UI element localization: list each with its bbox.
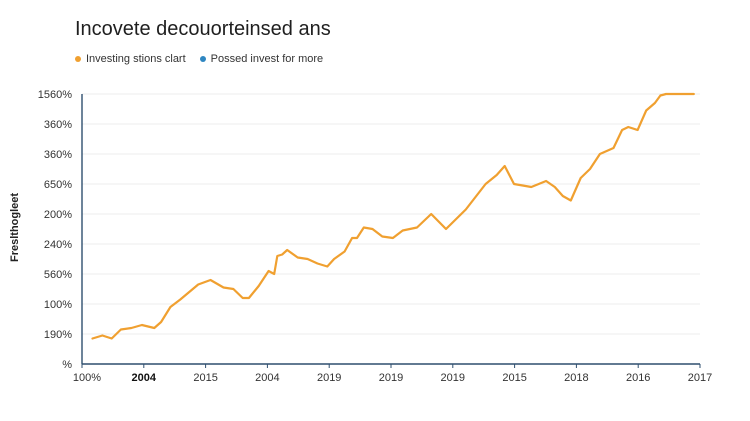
y-tick-label: 1560% <box>38 89 72 101</box>
grid-lines <box>82 93 700 335</box>
series-line-investing <box>91 92 695 340</box>
x-tick-label: 2004 <box>255 372 279 384</box>
y-tick-label: 360% <box>44 149 72 161</box>
x-tick-label: 2004 <box>132 372 157 384</box>
x-tick-label: 2019 <box>379 372 403 384</box>
x-tick-label: 2017 <box>688 372 712 384</box>
legend-entry-investing[interactable]: Investing stions clart <box>75 53 186 65</box>
x-tick-label: 2015 <box>193 372 217 384</box>
y-tick-label: 240% <box>44 239 72 251</box>
legend-label: Possed invest for more <box>210 53 324 65</box>
legend-label: Investing stions clart <box>86 53 186 65</box>
series-group <box>91 92 695 340</box>
legend-entry-possed[interactable]: Possed invest for more <box>199 53 324 65</box>
y-tick-labels: % 190% 100% 560% 240% 200% 650% 360% 360% 1560% <box>38 89 72 371</box>
y-tick-label: 200% <box>44 209 72 221</box>
y-tick-label: 560% <box>44 269 72 281</box>
x-tick-label: 100% <box>73 372 101 384</box>
y-tick-label: 100% <box>44 299 72 311</box>
legend-swatch-orange <box>75 56 81 62</box>
y-tick-label: 650% <box>44 179 72 191</box>
x-tick-labels: 100% 2004 2015 2004 2019 2019 2019 2015 2018 2016… <box>73 364 712 384</box>
chart-legend: Investing stions clart Possed invest for… <box>75 53 323 65</box>
y-tick-label: % <box>62 359 72 371</box>
legend-swatch-blue <box>199 56 206 62</box>
x-tick-label: 2015 <box>502 372 526 384</box>
x-tick-label: 2019 <box>441 372 465 384</box>
chart-title: Incovete decouorteinsed ans <box>75 18 331 40</box>
y-tick-label: 360% <box>44 119 72 131</box>
x-tick-label: 2016 <box>626 372 650 384</box>
x-tick-label: 2019 <box>317 372 341 384</box>
x-tick-label: 2018 <box>564 372 588 384</box>
y-tick-label: 190% <box>44 329 72 341</box>
